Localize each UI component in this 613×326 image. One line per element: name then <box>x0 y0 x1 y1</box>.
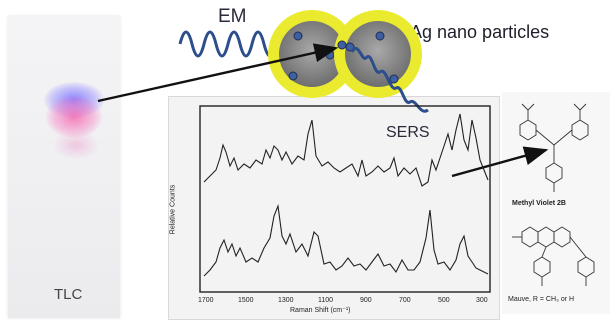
tlc-plate <box>8 16 120 318</box>
mauve-label: Mauve, R = CH₃ or H <box>508 296 575 303</box>
spectrum-to-structure-arrow <box>451 146 549 178</box>
ag-nanoparticle-right <box>334 10 422 98</box>
tlc-to-molecule-arrow <box>97 43 339 103</box>
tlc-spot-faint <box>52 130 100 160</box>
spectrum-trace-upper <box>203 113 489 187</box>
em-label: EM <box>218 6 247 27</box>
x-tick-label: 500 <box>438 297 450 304</box>
x-tick-label: 1300 <box>278 297 294 304</box>
x-tick-label: 700 <box>399 297 411 304</box>
em-wave <box>178 30 278 58</box>
x-axis-label: Raman Shift (cm⁻¹) <box>290 307 351 314</box>
spectrum-plot-frame <box>199 105 491 293</box>
tlc-label: TLC <box>54 286 83 303</box>
x-tick-label: 300 <box>476 297 488 304</box>
raman-spectrum-panel <box>168 96 500 320</box>
sers-label: SERS <box>386 124 430 141</box>
methyl-violet-structure <box>519 103 589 192</box>
methyl-violet-label: Methyl Violet 2B <box>512 200 566 207</box>
x-tick-label: 1500 <box>238 297 254 304</box>
hotspot-molecule <box>337 40 347 50</box>
spectrum-trace-lower <box>203 203 489 277</box>
x-tick-label: 900 <box>360 297 372 304</box>
ag-nanoparticles-label: Ag nano particles <box>410 22 550 42</box>
mauve-structure <box>512 226 595 286</box>
x-tick-label: 1700 <box>198 297 214 304</box>
x-tick-label: 1100 <box>318 297 334 304</box>
sers-wave <box>350 46 429 113</box>
tlc-spot-pink <box>46 96 102 138</box>
